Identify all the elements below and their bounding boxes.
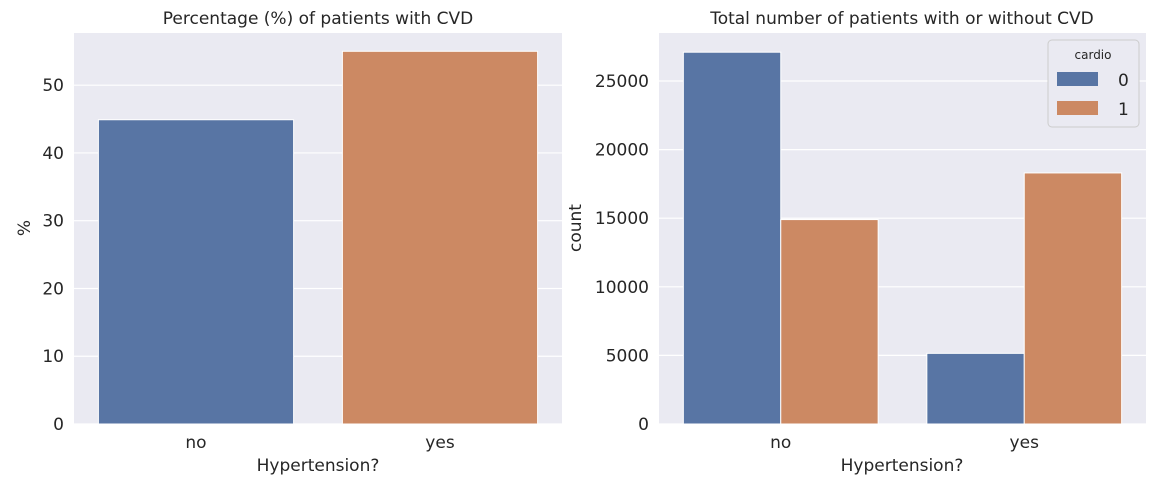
y-axis-label-left: % bbox=[15, 220, 35, 236]
y-tick-label: 5000 bbox=[606, 346, 649, 366]
y-tick-label: 40 bbox=[42, 144, 64, 164]
yticks-left: 0 10 20 30 40 50 bbox=[42, 76, 64, 435]
legend: cardio 0 1 bbox=[1047, 39, 1140, 128]
bars-right bbox=[682, 51, 1123, 425]
y-tick-label: 20 bbox=[42, 279, 64, 299]
bar-no bbox=[97, 119, 295, 425]
y-tick-label: 10 bbox=[42, 347, 64, 367]
yticks-right: 0 5000 10000 15000 20000 25000 bbox=[595, 72, 649, 435]
y-tick-label: 20000 bbox=[595, 141, 649, 161]
x-tick-label: yes bbox=[425, 433, 455, 453]
y-tick-label: 0 bbox=[53, 415, 64, 435]
count-chart: 0 5000 10000 15000 20000 25000 no yes Total nu… bbox=[566, 9, 1146, 476]
bar-no-series-0 bbox=[682, 51, 782, 425]
y-tick-label: 10000 bbox=[595, 278, 649, 298]
percentage-chart: 0 10 20 30 40 50 no yes Percentage (%) of pati… bbox=[15, 9, 562, 476]
bar-yes bbox=[341, 50, 539, 425]
y-axis-label-right: count bbox=[566, 204, 586, 252]
x-tick-label: no bbox=[185, 433, 206, 453]
y-tick-label: 0 bbox=[638, 415, 649, 435]
legend-swatch-1 bbox=[1057, 101, 1098, 115]
bars-left bbox=[97, 50, 539, 425]
chart-title-left: Percentage (%) of patients with CVD bbox=[163, 9, 473, 29]
xticks-right: no yes bbox=[770, 433, 1039, 453]
x-axis-label-left: Hypertension? bbox=[257, 456, 380, 476]
legend-title: cardio bbox=[1075, 48, 1112, 62]
y-tick-label: 15000 bbox=[595, 209, 649, 229]
x-tick-label: no bbox=[770, 433, 791, 453]
legend-swatch-0 bbox=[1057, 72, 1098, 86]
legend-label-0: 0 bbox=[1118, 71, 1129, 91]
bar-yes-series-1 bbox=[1023, 172, 1123, 425]
x-tick-label: yes bbox=[1010, 433, 1040, 453]
xticks-left: no yes bbox=[185, 433, 454, 453]
y-tick-label: 50 bbox=[42, 76, 64, 96]
legend-label-1: 1 bbox=[1118, 100, 1129, 120]
x-axis-label-right: Hypertension? bbox=[841, 456, 964, 476]
y-tick-label: 25000 bbox=[595, 72, 649, 92]
bar-no-series-1 bbox=[780, 219, 879, 425]
y-tick-label: 30 bbox=[42, 212, 64, 232]
chart-title-right: Total number of patients with or without… bbox=[709, 9, 1094, 29]
bar-yes-series-0 bbox=[926, 352, 1025, 425]
